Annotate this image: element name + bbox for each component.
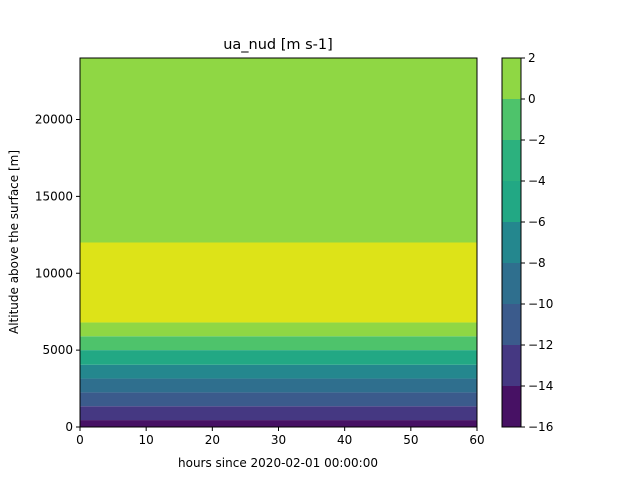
y-axis-label: Altitude above the surface [m]: [7, 150, 21, 334]
colorbar-segment-5: [502, 181, 521, 222]
y-tick-label: 20000: [35, 113, 73, 127]
y-tick-label: 15000: [35, 189, 73, 203]
x-tick-label: 10: [139, 433, 154, 447]
contour-band-2: [80, 392, 477, 407]
colorbar-segment-3: [502, 263, 521, 304]
x-tick-label: 50: [403, 433, 418, 447]
colorbar-segment-1: [502, 345, 521, 386]
x-axis: 0 10 20 30 40 50 60: [76, 427, 485, 447]
x-tick-label: 20: [205, 433, 220, 447]
contour-band-3: [80, 378, 477, 393]
colorbar-tick-label: −6: [528, 215, 546, 229]
chart-title: ua_nud [m s-1]: [223, 37, 333, 53]
x-tick-label: 0: [76, 433, 84, 447]
contour-band-5: [80, 350, 477, 365]
contour-band-7: [80, 322, 477, 337]
colorbar-tick-label: −16: [528, 420, 553, 434]
plot-area: [80, 58, 477, 427]
colorbar-tick-label: −2: [528, 133, 546, 147]
x-tick-label: 40: [337, 433, 352, 447]
x-axis-label: hours since 2020-02-01 00:00:00: [178, 456, 378, 470]
contour-band-8: [80, 242, 477, 323]
colorbar-tick-label: −10: [528, 297, 553, 311]
contour-band-9: [80, 58, 477, 243]
colorbar-axis: −16 −14 −12 −10 −8 −6 −4 −2 0 2: [521, 51, 553, 434]
contour-band-0: [80, 420, 477, 427]
x-tick-label: 60: [469, 433, 484, 447]
colorbar-segment-0: [502, 386, 521, 427]
colorbar-tick-label: −14: [528, 379, 553, 393]
colorbar-segment-2: [502, 304, 521, 345]
y-axis: 0 5000 10000 15000 20000: [35, 113, 80, 434]
colorbar-tick-label: 2: [528, 51, 536, 65]
colorbar-frame: [501, 57, 522, 428]
colorbar-segment-7: [502, 99, 521, 140]
colorbar-segment-4: [502, 222, 521, 263]
y-tick-label: 5000: [42, 343, 73, 357]
colorbar-tick-label: −12: [528, 338, 553, 352]
colorbar-tick-label: −8: [528, 256, 546, 270]
y-tick-label: 0: [65, 420, 73, 434]
colorbar-tick-label: −4: [528, 174, 546, 188]
contour-band-6: [80, 336, 477, 351]
colorbar-segment-6: [502, 140, 521, 181]
colorbar-tick-label: 0: [528, 92, 536, 106]
colorbar: [502, 58, 521, 427]
contour-band-1: [80, 406, 477, 421]
y-tick-label: 10000: [35, 266, 73, 280]
contour-band-4: [80, 364, 477, 379]
colorbar-segment-8: [502, 58, 521, 99]
x-tick-label: 30: [271, 433, 286, 447]
